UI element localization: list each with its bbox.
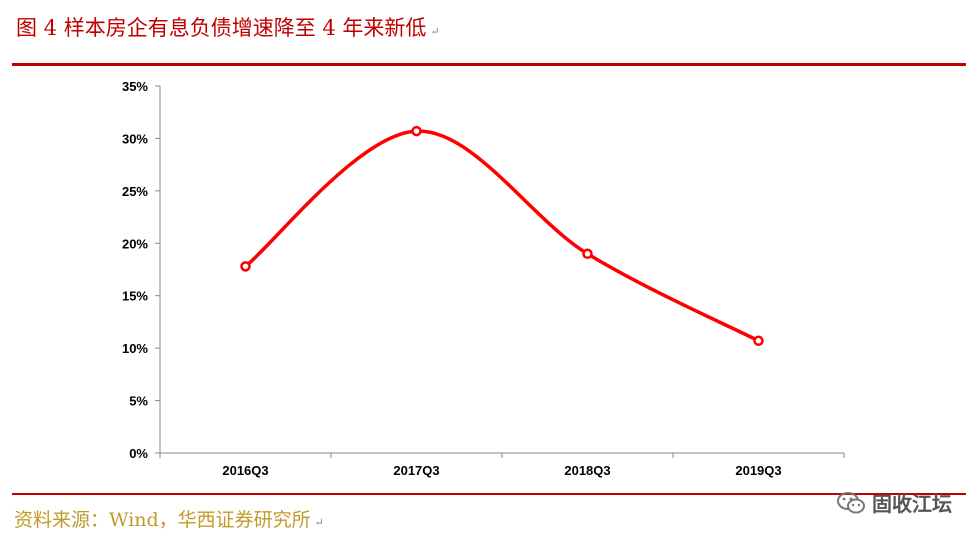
x-tick-label: 2017Q3 <box>393 463 439 478</box>
figure-title: 图 4 样本房企有息负债增速降至 4 年来新低 ↵ <box>16 12 440 42</box>
title-divider <box>12 63 966 66</box>
x-tick-label: 2019Q3 <box>735 463 781 478</box>
y-tick-label: 15% <box>122 289 148 304</box>
wechat-icon <box>837 491 865 513</box>
data-point <box>582 248 593 260</box>
y-tick-label: 30% <box>122 131 148 146</box>
footer-divider <box>12 493 966 495</box>
y-tick-label: 20% <box>122 236 148 251</box>
source-note: 资料来源：Wind，华西证券研究所 ↵ <box>14 505 324 532</box>
y-tick-label: 5% <box>129 394 148 409</box>
data-point <box>240 261 251 272</box>
paragraph-mark-icon: ↵ <box>314 516 324 529</box>
x-tick-label: 2018Q3 <box>564 463 610 478</box>
watermark: 固收江坛 <box>836 488 952 517</box>
series-line <box>244 129 760 343</box>
paragraph-mark-icon: ↵ <box>430 25 440 38</box>
y-tick-label: 35% <box>122 79 148 94</box>
y-tick-label: 10% <box>122 341 148 356</box>
data-point <box>753 335 764 347</box>
watermark-text: 固收江坛 <box>872 492 952 516</box>
data-point <box>411 125 422 137</box>
y-tick-label: 25% <box>122 184 148 199</box>
x-tick-label: 2016Q3 <box>222 463 268 478</box>
source-note-text: 资料来源：Wind，华西证券研究所 <box>14 509 311 531</box>
y-tick-label: 0% <box>129 446 148 461</box>
figure-title-text: 图 4 样本房企有息负债增速降至 4 年来新低 <box>16 16 427 40</box>
